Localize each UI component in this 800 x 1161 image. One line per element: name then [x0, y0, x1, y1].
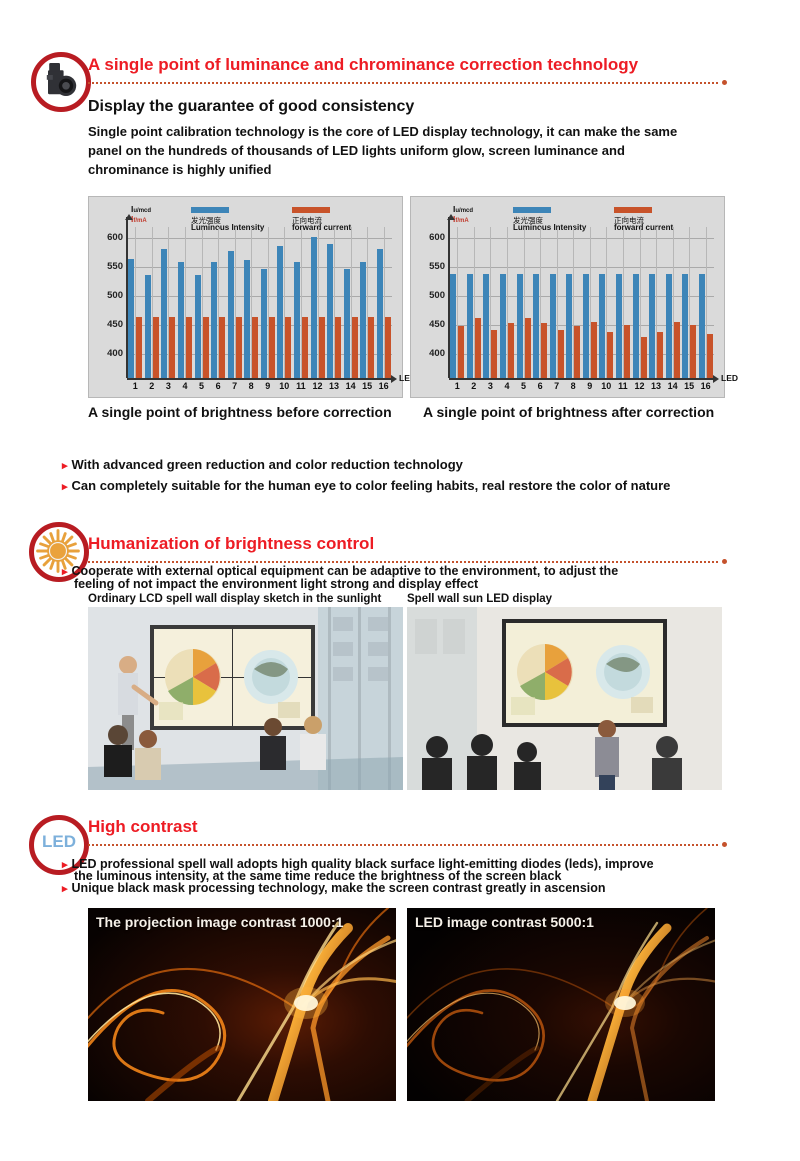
svg-text:LED: LED [42, 832, 76, 851]
